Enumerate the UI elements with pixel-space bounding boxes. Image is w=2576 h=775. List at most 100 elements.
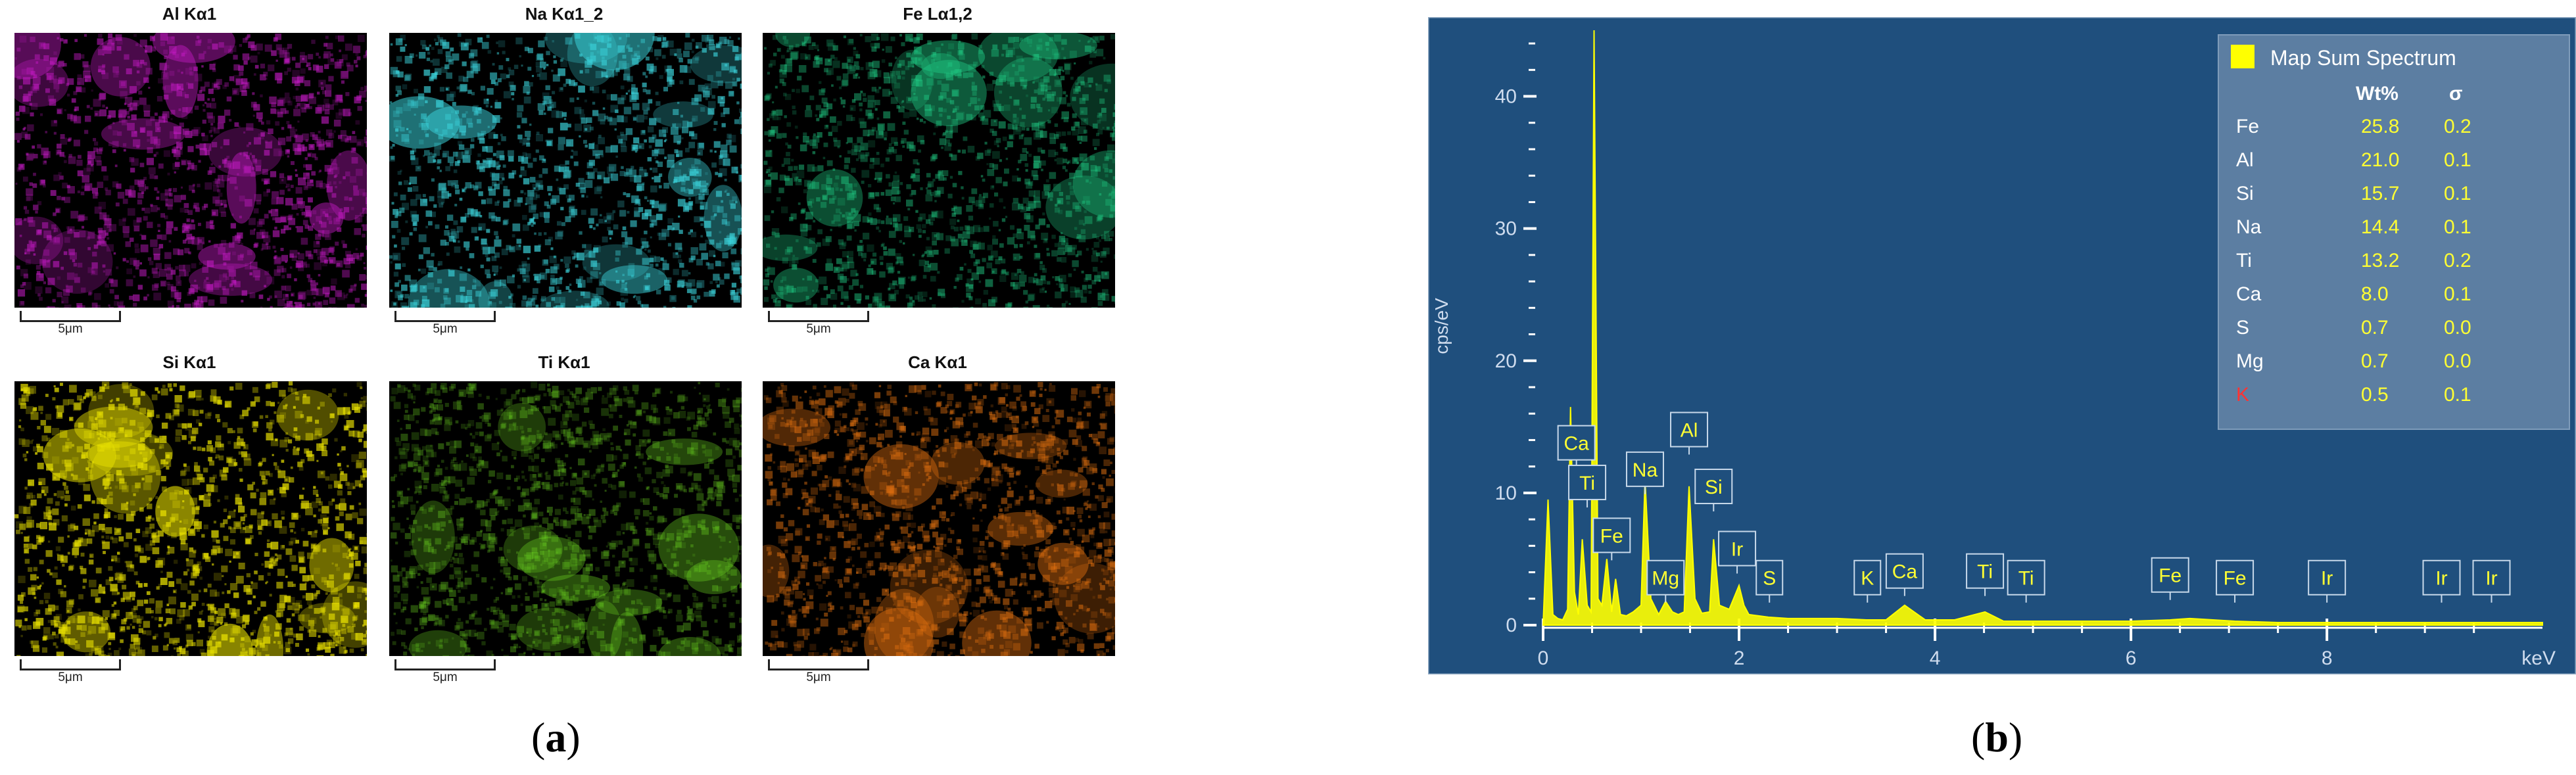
scale-bar bbox=[20, 311, 121, 322]
map-title-fe: Fe Lα1,2 bbox=[903, 4, 972, 24]
scale-bar bbox=[20, 659, 121, 670]
peak-label-text: Ir bbox=[2321, 568, 2333, 590]
peak-label-text: Ir bbox=[1731, 539, 1743, 561]
peak-label-text: K bbox=[1861, 568, 1874, 590]
legend-sigma-value: 0.1 bbox=[2444, 183, 2471, 204]
y-tick-label: 10 bbox=[1495, 482, 1517, 504]
peak-label-ti: Ti bbox=[1568, 464, 1607, 507]
x-tick-label: 4 bbox=[1930, 647, 1941, 669]
map-title-si: Si Kα1 bbox=[162, 352, 216, 372]
x-tick-label: 2 bbox=[1734, 647, 1745, 669]
peak-label-text: S bbox=[1763, 568, 1776, 590]
map-title-al: Al Kα1 bbox=[162, 4, 217, 24]
peak-label-k: K bbox=[1853, 559, 1882, 603]
legend-row: Fe 25.8 0.2 bbox=[2219, 116, 2569, 149]
legend-wt-value: 13.2 bbox=[2361, 250, 2400, 271]
scale-bar-label: 5μm bbox=[806, 322, 831, 336]
legend-row: K 0.5 0.1 bbox=[2219, 384, 2569, 417]
legend-row: Al 21.0 0.1 bbox=[2219, 149, 2569, 182]
scale-bar bbox=[768, 659, 869, 670]
legend-row: Na 14.4 0.1 bbox=[2219, 216, 2569, 249]
scale-bar-label: 5μm bbox=[433, 322, 458, 336]
y-tick-label: 30 bbox=[1495, 218, 1517, 240]
peak-label-na: Na bbox=[1625, 451, 1664, 494]
peak-label-fe: Fe bbox=[2151, 557, 2189, 600]
peak-label-text: Fe bbox=[1600, 525, 1623, 547]
legend-wt-value: 0.7 bbox=[2361, 350, 2389, 372]
peak-label-text: Ti bbox=[1977, 561, 1993, 583]
legend-sigma-value: 0.2 bbox=[2444, 250, 2471, 271]
peak-label-ca: Ca bbox=[1557, 425, 1596, 468]
scale-bar-label: 5μm bbox=[433, 670, 458, 684]
peak-label-text: Fe bbox=[2224, 568, 2247, 590]
legend-title: Map Sum Spectrum bbox=[2270, 46, 2456, 70]
peak-label-text: Ca bbox=[1892, 561, 1918, 583]
legend-element: S bbox=[2236, 317, 2250, 339]
peak-label-ir: Ir bbox=[2308, 559, 2347, 603]
legend-element: Na bbox=[2236, 216, 2262, 238]
legend-wt-value: 0.7 bbox=[2361, 317, 2389, 339]
legend-wt-value: 25.8 bbox=[2361, 116, 2400, 137]
x-tick-label: 0 bbox=[1538, 647, 1549, 669]
peak-label-si: Si bbox=[1694, 468, 1733, 511]
legend-wt-value: 15.7 bbox=[2361, 183, 2400, 204]
scale-bar-label: 5μm bbox=[806, 670, 831, 684]
legend-sigma-value: 0.1 bbox=[2444, 384, 2471, 406]
peak-label-text: Mg bbox=[1652, 568, 1679, 590]
legend-header-sigma: σ bbox=[2449, 83, 2463, 105]
legend-element: Fe bbox=[2236, 116, 2260, 137]
map-image-al bbox=[14, 33, 367, 308]
scale-bar-label: 5μm bbox=[58, 322, 83, 336]
legend-sigma-value: 0.0 bbox=[2444, 350, 2471, 372]
map-image-ca bbox=[763, 381, 1115, 656]
legend-row: Si 15.7 0.1 bbox=[2219, 183, 2569, 216]
y-tick-label: 0 bbox=[1506, 615, 1517, 636]
y-axis-label: cps/eV bbox=[1431, 298, 1452, 354]
scale-bar bbox=[768, 311, 869, 322]
peak-label-text: Ir bbox=[2485, 568, 2497, 590]
x-tick-label: 6 bbox=[2126, 647, 2137, 669]
peak-label-ca: Ca bbox=[1885, 553, 1924, 596]
panel-label-b: (b) bbox=[1971, 714, 2023, 761]
peak-label-text: Si bbox=[1705, 477, 1723, 498]
y-tick-label: 20 bbox=[1495, 350, 1517, 372]
peak-label-ir: Ir bbox=[2472, 559, 2511, 603]
x-tick-label: 8 bbox=[2322, 647, 2333, 669]
peak-label-al: Al bbox=[1670, 411, 1709, 455]
map-image-ti bbox=[389, 381, 742, 656]
legend-sigma-value: 0.0 bbox=[2444, 317, 2471, 339]
peak-label-mg: Mg bbox=[1646, 559, 1685, 603]
legend-wt-value: 14.4 bbox=[2361, 216, 2400, 238]
legend-element: Mg bbox=[2236, 350, 2264, 372]
peak-label-text: Ti bbox=[2018, 568, 2034, 590]
scale-bar bbox=[394, 659, 496, 670]
legend-row: Ca 8.0 0.1 bbox=[2219, 283, 2569, 316]
peak-label-text: Al bbox=[1681, 420, 1698, 442]
map-image-si bbox=[14, 381, 367, 656]
map-image-fe bbox=[763, 33, 1115, 308]
legend-element: Al bbox=[2236, 149, 2254, 171]
peak-label-fe: Fe bbox=[2216, 559, 2254, 603]
scale-bar-label: 5μm bbox=[58, 670, 83, 684]
legend-row: Ti 13.2 0.2 bbox=[2219, 250, 2569, 283]
legend-swatch bbox=[2231, 45, 2254, 68]
peak-label-ti: Ti bbox=[2007, 559, 2045, 603]
peak-label-text: Fe bbox=[2159, 565, 2182, 587]
peak-label-text: Ca bbox=[1563, 433, 1589, 455]
legend-row: S 0.7 0.0 bbox=[2219, 317, 2569, 350]
legend-element: Ti bbox=[2236, 250, 2252, 271]
peak-label-fe: Fe bbox=[1592, 517, 1631, 561]
y-tick-label: 40 bbox=[1495, 86, 1517, 108]
peak-label-s: S bbox=[1755, 559, 1784, 603]
scale-bar bbox=[394, 311, 496, 322]
legend-wt-value: 0.5 bbox=[2361, 384, 2389, 406]
peak-label-ir: Ir bbox=[2422, 559, 2461, 603]
map-title-na: Na Kα1_2 bbox=[525, 4, 604, 24]
spectrum-legend: Map Sum Spectrum Wt% σ Fe 25.8 0.2 Al 21.0 0.… bbox=[2218, 34, 2570, 430]
peak-label-text: Ir bbox=[2435, 568, 2447, 590]
legend-sigma-value: 0.1 bbox=[2444, 216, 2471, 238]
legend-sigma-value: 0.2 bbox=[2444, 116, 2471, 137]
panel-label-a: (a) bbox=[531, 714, 581, 761]
legend-element: Si bbox=[2236, 183, 2254, 204]
map-title-ca: Ca Kα1 bbox=[908, 352, 967, 372]
